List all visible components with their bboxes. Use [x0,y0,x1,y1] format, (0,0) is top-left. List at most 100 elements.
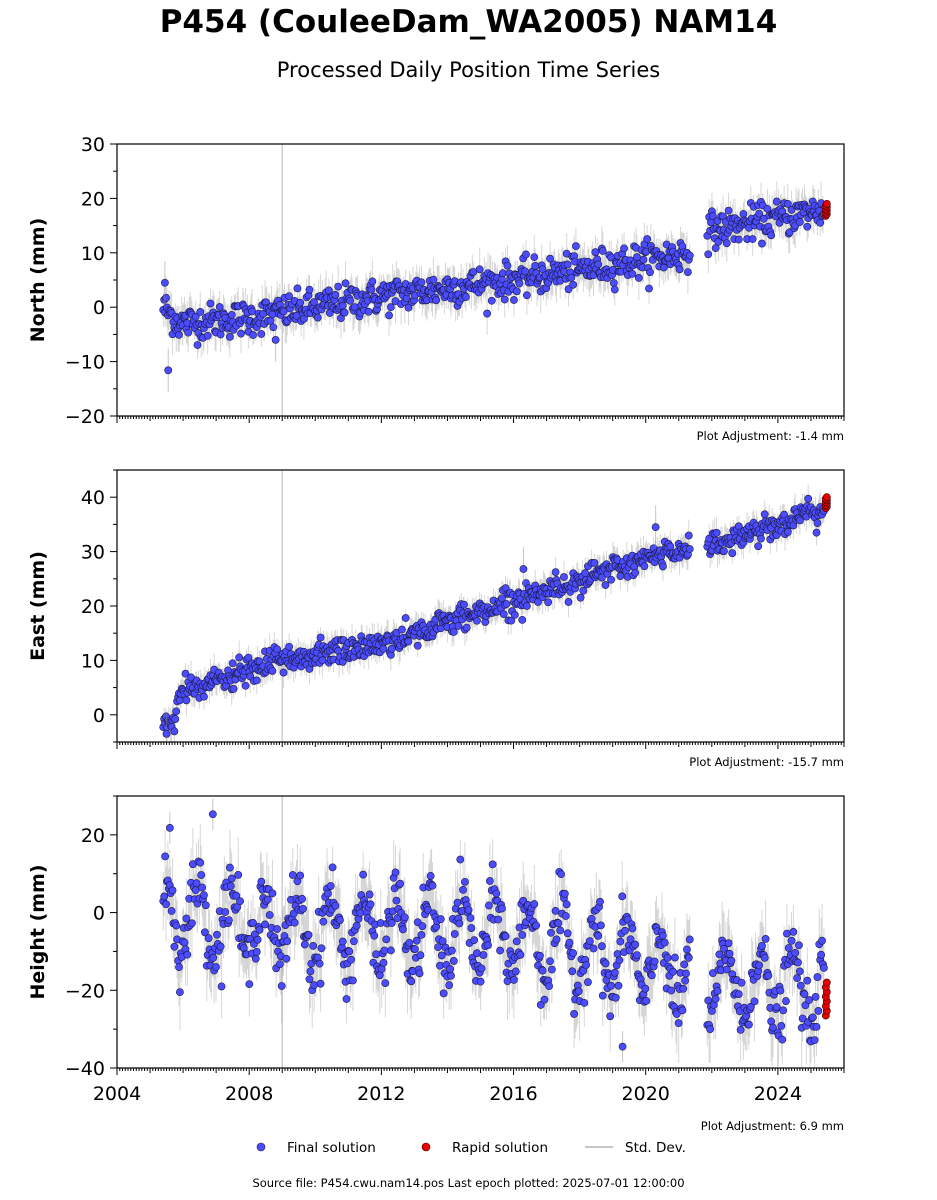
y-tick-label: 30 [81,542,105,564]
final-point [502,600,511,608]
final-point [722,239,731,248]
final-point [265,911,274,919]
final-point [634,274,643,282]
final-point [411,945,419,953]
final-point [288,871,297,879]
final-point [316,979,325,988]
final-point [306,967,315,976]
final-point [503,261,512,270]
final-point [477,964,486,973]
rapid-point [822,199,831,208]
final-point [370,931,379,940]
rapid-point [822,978,831,987]
final-point [161,852,170,861]
final-point [560,889,569,898]
final-point [641,984,650,993]
final-point [795,941,803,950]
final-point [715,950,724,959]
final-point [170,942,179,951]
final-point [518,615,527,624]
final-point [589,944,598,953]
final-point [758,941,766,950]
final-point [252,676,261,685]
final-point [366,900,375,909]
final-point [651,523,660,532]
final-point [209,953,218,962]
final-point [640,562,649,571]
final-point [745,1020,753,1029]
final-point [767,231,776,240]
final-point [554,919,563,928]
final-point [415,969,424,978]
final-point [273,925,281,933]
final-point [191,886,200,895]
final-point [530,253,539,262]
final-point [263,895,272,904]
final-point [511,967,520,976]
final-point [282,954,291,963]
y-tick-label: −20 [65,980,105,1002]
final-point [356,909,365,917]
final-point [170,727,179,736]
final-point [569,949,578,958]
final-point [309,942,318,950]
x-axis [116,416,845,423]
final-point [466,914,475,922]
rapid-solution-points [821,493,831,512]
final-point [437,951,446,960]
final-point [660,938,669,947]
final-point [683,268,692,277]
final-point [607,981,615,990]
final-point [650,957,659,966]
final-point [255,925,264,934]
final-point [432,296,441,305]
final-point [206,299,215,308]
final-point [216,942,225,951]
final-point [450,930,459,938]
final-point [200,891,208,899]
final-point [795,967,804,976]
final-point [585,937,594,946]
final-point [168,886,177,895]
final-point [798,1014,807,1023]
y-axis: −40 −20 0 20 [65,795,117,1080]
final-point [315,959,324,968]
y-tick-label: 30 [81,134,105,156]
final-point [228,659,237,668]
final-point [160,892,169,901]
final-point [448,946,456,955]
final-point [456,855,465,864]
final-point [183,950,192,959]
rapid-solution-points [821,978,831,1020]
final-solution-points [159,197,828,349]
final-point [772,197,781,206]
final-point [516,950,525,959]
final-point [794,958,802,967]
final-point [567,273,576,282]
final-point [428,881,437,890]
final-solution-points [159,852,828,1046]
final-point [182,914,191,923]
final-point [598,247,607,255]
final-point [241,681,250,690]
final-point [349,937,358,946]
final-point [590,559,599,567]
final-point [594,931,603,940]
final-point [666,542,675,551]
final-point [498,904,506,913]
final-point [479,951,488,959]
final-point [669,967,677,976]
final-point [196,308,205,316]
final-point [812,1022,821,1031]
final-point [340,308,349,317]
final-point [341,279,350,288]
final-point [203,331,212,340]
final-point [453,898,462,907]
final-point [755,209,764,218]
final-point [761,935,770,943]
final-point [584,978,592,987]
final-point [683,945,691,954]
final-point [221,908,230,916]
panel-north: −20 −10 0 10 20 30 North (mm) Plot Adjustment: … [27,134,845,443]
